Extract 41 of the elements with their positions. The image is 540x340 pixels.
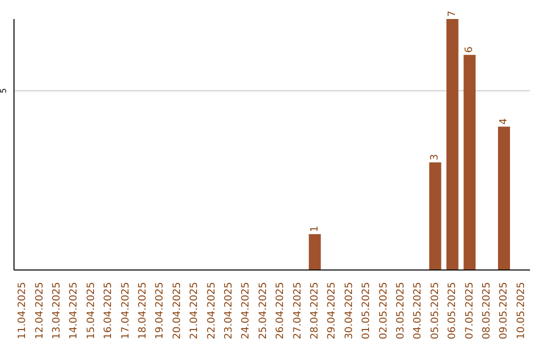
x-tick-label: 28.04.2025 <box>310 282 320 340</box>
data-label: 7 <box>446 10 458 17</box>
bar <box>429 162 442 270</box>
x-tick-label: 08.05.2025 <box>482 282 492 340</box>
x-tick-label: 18.04.2025 <box>138 282 148 340</box>
x-tick-label: 07.05.2025 <box>464 282 476 340</box>
x-tick-label: 24.04.2025 <box>240 282 252 340</box>
bar <box>308 234 321 270</box>
x-tick-label: 09.05.2025 <box>498 282 510 340</box>
x-tick-label: 01.05.2025 <box>361 282 372 340</box>
x-tick-label: 21.04.2025 <box>189 282 200 340</box>
x-tick-label: 11.04.2025 <box>17 282 28 340</box>
x-tick-label: 19.04.2025 <box>154 282 166 340</box>
data-label: 4 <box>498 118 510 125</box>
bar <box>446 19 458 270</box>
x-tick-label: 10.05.2025 <box>516 282 527 340</box>
x-tick-label: 02.05.2025 <box>378 282 390 340</box>
x-tick-label: 13.04.2025 <box>52 282 62 340</box>
x-tick-label: 22.04.2025 <box>206 282 218 340</box>
x-tick-label: 06.05.2025 <box>447 282 458 340</box>
bar <box>464 54 476 270</box>
x-tick-label: 26.04.2025 <box>275 282 286 340</box>
x-tick-label: 20.04.2025 <box>172 282 183 340</box>
bar <box>498 126 510 270</box>
data-label: 1 <box>309 226 320 232</box>
data-label: 6 <box>464 46 476 53</box>
x-tick-label: 15.04.2025 <box>86 282 97 340</box>
data-label: 3 <box>430 154 441 160</box>
x-tick-label: 05.05.2025 <box>430 282 441 340</box>
x-tick-label: 16.04.2025 <box>103 282 114 340</box>
x-tick-label: 25.04.2025 <box>258 282 269 340</box>
x-tick-label: 27.04.2025 <box>292 282 304 340</box>
x-tick-label: 14.04.2025 <box>68 282 80 340</box>
x-tick-label: 03.05.2025 <box>396 282 406 340</box>
x-tick-label: 29.04.2025 <box>326 282 338 340</box>
x-tick-label: 30.04.2025 <box>344 282 355 340</box>
y-tick-label: 5 <box>0 88 8 94</box>
x-tick-label: 12.04.2025 <box>34 282 46 340</box>
x-tick-label: 04.05.2025 <box>412 282 424 340</box>
x-tick-label: 23.04.2025 <box>224 282 234 340</box>
x-tick-label: 17.04.2025 <box>120 282 132 340</box>
